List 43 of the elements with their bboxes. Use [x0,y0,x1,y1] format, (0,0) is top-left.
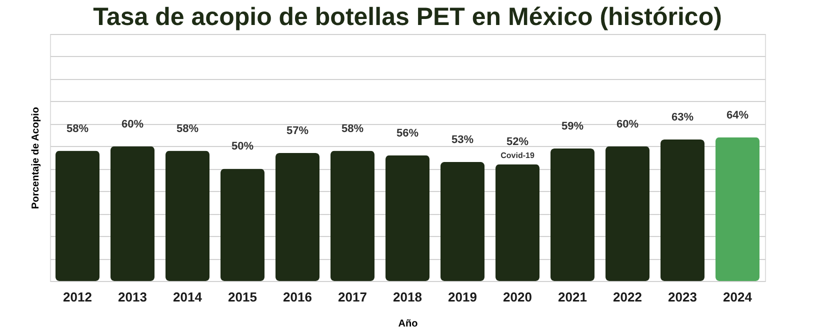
bar [386,155,430,281]
data-label: 58% [341,122,364,135]
bar [550,148,594,281]
x-tick-label: 2024 [723,290,753,304]
annotation: Covid-19 [500,151,535,160]
x-tick-label: 2019 [448,290,477,304]
data-label: 58% [176,122,199,135]
bar [716,137,760,281]
x-tick-label: 2018 [393,290,422,304]
bar [496,164,540,281]
bar [276,153,320,281]
x-tick-label: 2017 [338,290,367,304]
x-tick-label: 2015 [228,290,257,304]
bar [166,150,210,281]
data-label: 64% [726,109,749,122]
y-axis-title: Porcentaje de Acopio [30,107,42,209]
x-tick-label: 2016 [283,290,312,304]
bar [440,162,484,281]
chart-title: Tasa de acopio de botellas PET en México (histórico) [93,3,722,31]
data-label: 59% [561,120,584,133]
data-label: 52% [506,136,529,148]
bar [220,168,264,281]
x-tick-label: 2012 [63,290,92,304]
bar [56,150,100,281]
x-tick-label: 2020 [503,290,532,304]
x-axis-title: Año [398,318,418,330]
x-tick-label: 2022 [613,290,642,304]
bar [110,146,154,281]
data-label: 58% [66,122,89,135]
data-label: 56% [396,127,419,140]
data-label: 60% [616,118,639,130]
x-tick-label: 2023 [668,290,697,304]
data-label: 53% [451,134,474,146]
data-label: 63% [671,112,694,124]
bar [330,150,374,281]
data-label: 57% [286,125,309,138]
x-tick-label: 2014 [173,290,203,304]
bar [606,146,650,281]
x-tick-label: 2013 [118,290,147,304]
bar [660,140,704,281]
x-tick-label: 2021 [558,290,587,304]
data-label: 50% [231,140,254,153]
data-label: 60% [121,118,144,130]
